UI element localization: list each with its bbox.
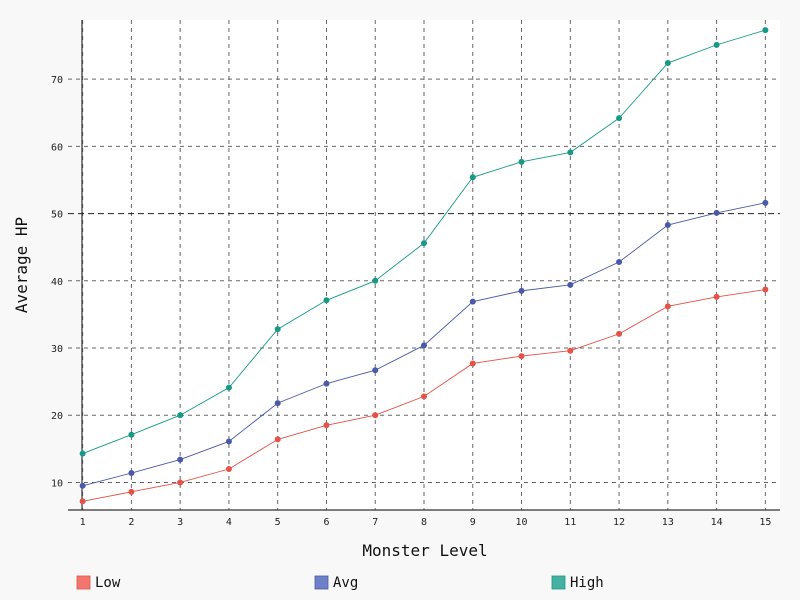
- data-point-avg: [664, 222, 671, 229]
- data-point-avg: [713, 209, 720, 216]
- data-point-high: [274, 326, 281, 333]
- data-point-high: [372, 277, 379, 284]
- data-point-low: [274, 436, 281, 443]
- data-point-high: [225, 384, 232, 391]
- x-tick-label: 7: [372, 517, 378, 528]
- legend-label-avg: Avg: [333, 575, 358, 591]
- legend: Low Avg High: [76, 575, 604, 591]
- data-point-avg: [177, 456, 184, 463]
- data-point-avg: [421, 342, 427, 349]
- data-point-avg: [128, 470, 135, 477]
- legend-swatch-low: [76, 575, 91, 590]
- data-point-avg: [323, 380, 330, 387]
- data-point-low: [616, 330, 623, 337]
- legend-label-high: High: [570, 575, 604, 591]
- x-tick-label: 14: [711, 517, 723, 528]
- data-point-low: [567, 347, 574, 354]
- plot-background: [82, 20, 780, 510]
- y-tick-label: 20: [51, 411, 63, 422]
- data-point-low: [518, 353, 525, 360]
- data-point-high: [762, 27, 769, 34]
- y-tick-label: 50: [51, 210, 63, 221]
- y-tick-label: 70: [51, 75, 63, 86]
- data-point-high: [664, 60, 671, 67]
- x-tick-label: 3: [177, 517, 183, 528]
- data-point-avg: [616, 258, 623, 265]
- data-point-avg: [469, 298, 476, 305]
- data-point-low: [664, 303, 671, 310]
- gridlines: [68, 20, 780, 510]
- x-tick-label: 1: [80, 517, 86, 528]
- data-point-high: [177, 412, 184, 419]
- x-tick-labels: 1 2 3 4 5 6 7 8 9 10 11 12 13 14 15: [80, 517, 772, 528]
- x-tick-label: 6: [323, 517, 329, 528]
- data-point-low: [323, 422, 330, 429]
- data-point-avg: [567, 281, 574, 288]
- x-tick-label: 11: [564, 517, 576, 528]
- x-tick-label: 12: [613, 517, 625, 528]
- data-point-high: [616, 115, 623, 122]
- x-axis-title: Monster Level: [362, 541, 487, 560]
- data-point-avg: [274, 400, 281, 407]
- data-point-low: [177, 479, 184, 486]
- data-point-high: [469, 174, 476, 181]
- data-point-low: [713, 293, 720, 300]
- axes: [68, 20, 780, 511]
- legend-label-low: Low: [95, 575, 121, 591]
- data-point-high: [79, 450, 86, 457]
- x-tick-label: 2: [128, 517, 134, 528]
- data-point-high: [128, 431, 135, 438]
- x-tick-label: 8: [421, 517, 427, 528]
- y-axis-title: Average HP: [12, 217, 31, 313]
- data-point-high: [567, 149, 574, 156]
- x-tick-label: 13: [662, 517, 674, 528]
- data-point-high: [323, 297, 330, 304]
- data-point-high: [518, 158, 525, 165]
- legend-swatch-high: [551, 575, 566, 590]
- y-tick-labels: 10 20 30 40 50 60 70: [51, 75, 63, 489]
- y-tick-label: 10: [51, 478, 63, 489]
- x-tick-label: 5: [275, 517, 281, 528]
- data-point-low: [469, 360, 476, 367]
- x-tick-label: 9: [470, 517, 476, 528]
- x-tick-label: 15: [759, 517, 771, 528]
- legend-swatch-avg: [314, 575, 329, 590]
- data-point-avg: [518, 287, 525, 294]
- y-tick-label: 40: [51, 277, 63, 288]
- data-point-low: [79, 498, 86, 505]
- data-point-avg: [372, 367, 379, 374]
- data-point-low: [128, 488, 135, 495]
- data-point-avg: [225, 438, 232, 445]
- data-point-low: [225, 465, 232, 472]
- data-point-avg: [79, 482, 86, 489]
- y-tick-label: 30: [51, 344, 63, 355]
- y-tick-label: 60: [51, 142, 63, 153]
- data-point-high: [713, 41, 720, 48]
- data-point-low: [762, 286, 769, 293]
- x-tick-label: 4: [226, 517, 232, 528]
- x-tick-label: 10: [516, 517, 528, 528]
- data-point-high: [421, 240, 427, 247]
- data-point-avg: [762, 199, 769, 206]
- data-point-low: [372, 412, 379, 419]
- series-lines: [79, 27, 769, 505]
- data-point-low: [421, 393, 427, 400]
